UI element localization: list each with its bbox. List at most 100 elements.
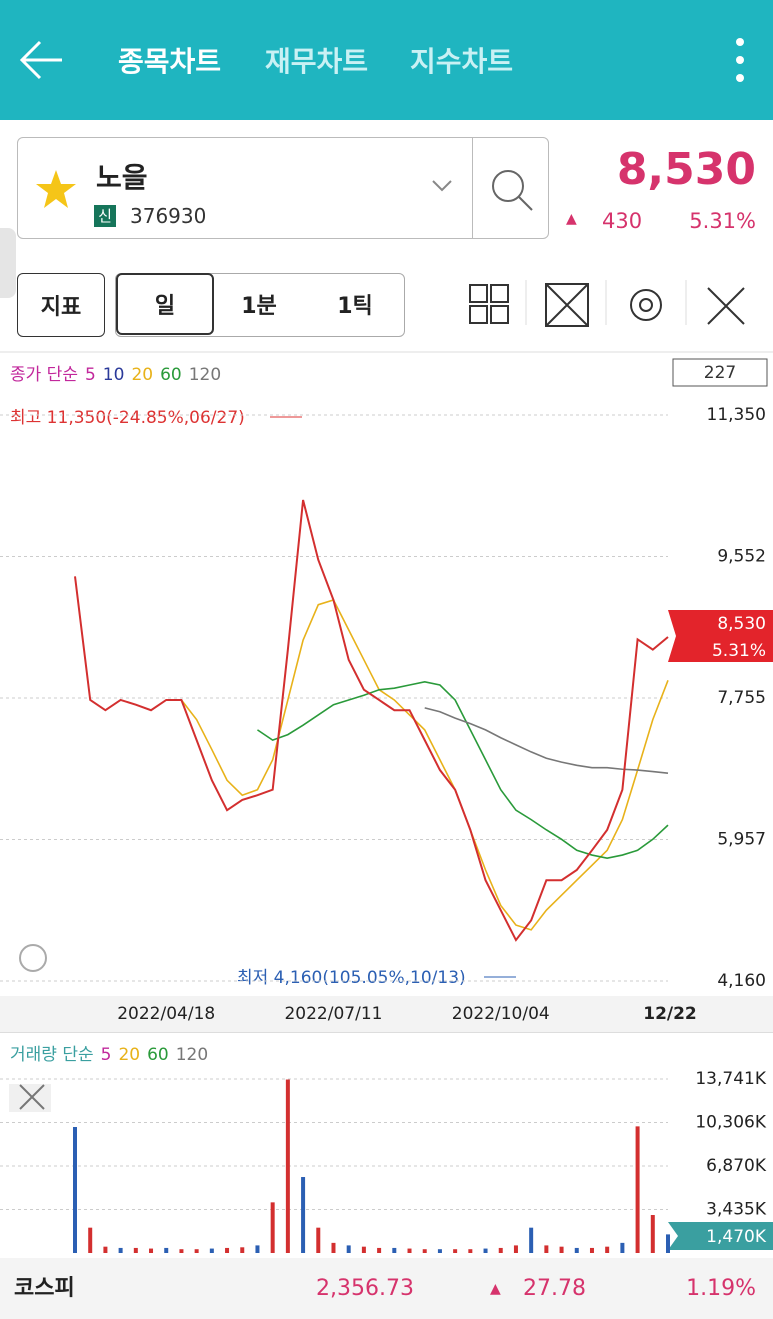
y-tick-label: 11,350 — [707, 405, 766, 425]
y-tick-label: 13,741K — [695, 1069, 766, 1089]
expand-icon[interactable] — [545, 283, 589, 327]
y-tick-label: 4,160 — [717, 971, 766, 991]
dropdown[interactable] — [430, 178, 454, 194]
volume-bar — [316, 1227, 321, 1253]
grid-icon[interactable] — [469, 284, 509, 324]
count-box: 227 — [704, 363, 736, 383]
period-button[interactable]: 1틱 — [337, 294, 373, 319]
stock-change: 430 — [602, 209, 643, 233]
volume-bar — [635, 1126, 640, 1253]
tools-icon[interactable] — [707, 287, 745, 325]
volume-last: 1,470K — [706, 1227, 767, 1247]
legend-title: 종가 단순 — [10, 365, 78, 385]
volume-bar — [559, 1246, 564, 1253]
volume-bar — [377, 1247, 382, 1253]
y-tick-label: 9,552 — [717, 547, 766, 567]
volume-bar — [331, 1242, 336, 1253]
y-tick-label: 7,755 — [717, 688, 766, 708]
badge: 신 — [94, 205, 116, 227]
volume-bar — [544, 1245, 549, 1253]
period-button[interactable]: 일 — [116, 273, 214, 335]
back-button[interactable] — [18, 38, 66, 82]
stock-price: 8,530 — [616, 144, 756, 195]
y-tick-label: 6,870K — [706, 1156, 767, 1176]
volume-bar — [179, 1249, 184, 1253]
search-button[interactable] — [488, 166, 536, 214]
volume-bar — [605, 1246, 610, 1253]
volume-bar — [194, 1249, 199, 1253]
volume-bar — [301, 1177, 306, 1253]
legend-entry: 120 — [189, 365, 221, 385]
volume-bar — [209, 1248, 214, 1253]
toolbar-icons — [469, 280, 745, 327]
volume-bar — [453, 1249, 458, 1253]
last-price: 8,530 — [717, 614, 766, 634]
volume-bar — [285, 1079, 290, 1253]
up-arrow: ▲ — [490, 1281, 501, 1297]
x-tick-label: 2022/07/11 — [284, 1004, 382, 1024]
volume-bar — [589, 1247, 594, 1253]
tab[interactable]: 지수차트 — [410, 45, 514, 78]
stock-name: 노을 — [96, 161, 148, 194]
volume-bar — [149, 1248, 154, 1253]
volume-bar — [529, 1227, 534, 1253]
volume-bar — [574, 1247, 579, 1253]
star-icon[interactable] — [34, 168, 78, 210]
volume-bar — [468, 1249, 473, 1253]
stock-change-pct: 5.31% — [689, 209, 756, 233]
menu-button[interactable] — [730, 36, 750, 86]
volume-bar — [483, 1248, 488, 1253]
volume-bar — [133, 1247, 138, 1253]
tab[interactable]: 재무차트 — [265, 45, 369, 78]
legend-entry: 60 — [147, 1045, 169, 1065]
volume-bar — [498, 1247, 503, 1253]
legend-entry: 5 — [101, 1045, 112, 1065]
legend-entry: 10 — [103, 365, 125, 385]
y-tick-label: 5,957 — [717, 830, 766, 850]
volume-bar — [361, 1246, 366, 1253]
x-tick-label: 2022/04/18 — [117, 1004, 215, 1024]
low-label: 최저 4,160(105.05%,10/13) — [237, 968, 466, 988]
legend-entry: 20 — [118, 1045, 140, 1065]
x-tick-label: 12/22 — [643, 1004, 697, 1024]
ma-line — [257, 681, 669, 860]
legend-title: 거래량 단순 — [10, 1045, 94, 1065]
volume-bar — [270, 1202, 275, 1253]
volume-bar — [666, 1234, 670, 1253]
legend-entry: 20 — [131, 365, 153, 385]
indicator-button[interactable]: 지표 — [17, 273, 105, 337]
volume-bar — [225, 1247, 230, 1253]
stock-box[interactable]: 노을 신 376930 — [17, 137, 549, 239]
y-tick-label: 10,306K — [695, 1112, 766, 1132]
settings-icon[interactable] — [630, 289, 662, 321]
volume-bar — [513, 1245, 518, 1253]
up-arrow: ▲ — [566, 211, 577, 227]
y-tick-label: 3,435K — [706, 1200, 767, 1220]
volume-bar — [650, 1215, 655, 1253]
volume-bar — [73, 1127, 77, 1253]
volume-bar — [437, 1249, 442, 1253]
ma-line — [180, 599, 669, 931]
volume-bar — [118, 1247, 123, 1253]
legend-entry: 5 — [85, 365, 96, 385]
volume-bar — [164, 1247, 169, 1253]
tab[interactable]: 종목차트 — [118, 45, 222, 78]
volume-bar — [255, 1245, 260, 1253]
volume-bar — [103, 1246, 108, 1253]
ma-line — [424, 707, 669, 774]
volume-bar — [240, 1247, 245, 1253]
volume-bar — [346, 1245, 351, 1253]
volume-bar — [88, 1227, 93, 1253]
volume-bar — [392, 1247, 397, 1253]
last-pct: 5.31% — [712, 641, 766, 661]
period-button[interactable]: 1분 — [241, 294, 277, 319]
market-index: 2,356.73 — [316, 1276, 414, 1301]
legend-entry: 120 — [176, 1045, 208, 1065]
header: 종목차트 재무차트 지수차트 — [0, 0, 773, 120]
volume-bar — [620, 1242, 625, 1253]
stock-code: 376930 — [130, 204, 207, 228]
x-tick-label: 2022/10/04 — [452, 1004, 550, 1024]
volume-bar — [422, 1249, 427, 1253]
